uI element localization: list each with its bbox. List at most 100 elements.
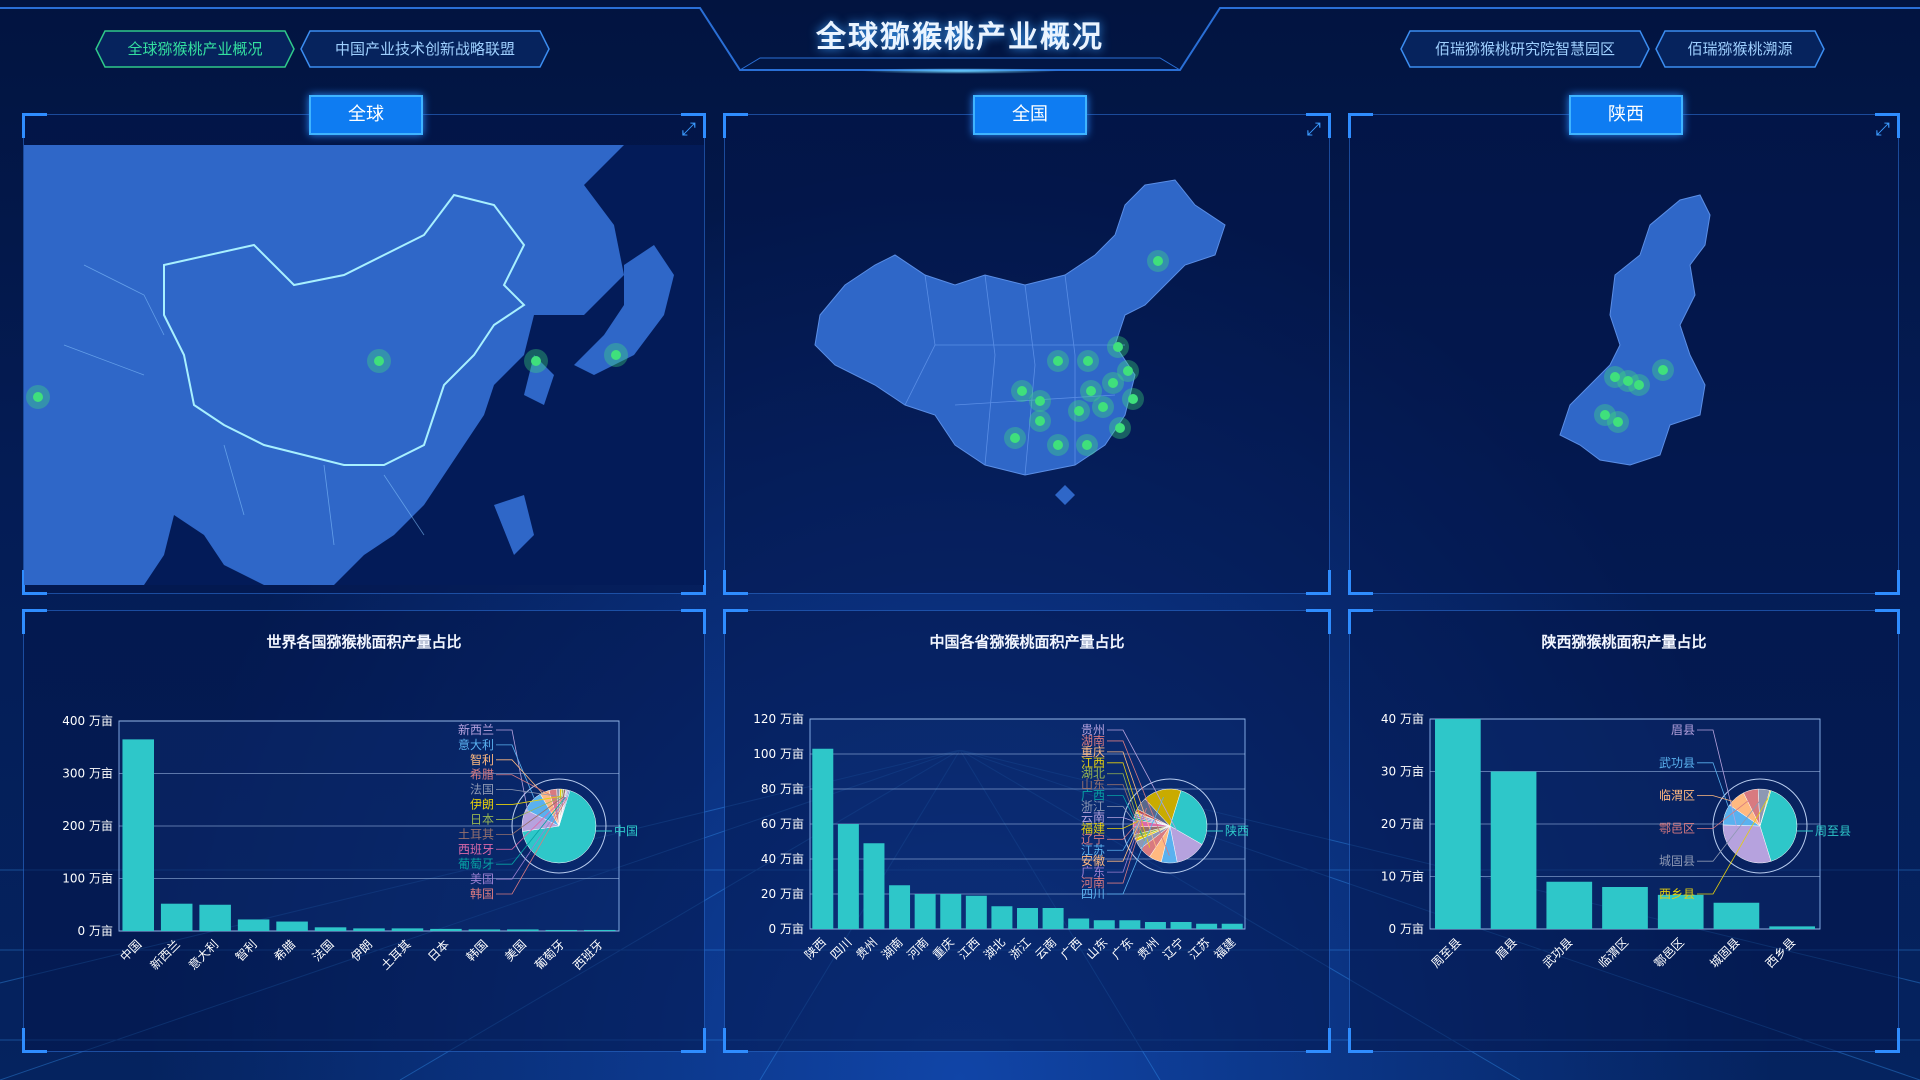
pie-slice[interactable] xyxy=(522,790,597,864)
x-tick-label: 法国 xyxy=(310,937,337,964)
chart-title: 陕西猕猴桃面积产量占比 xyxy=(1541,633,1707,651)
pie-leader-line xyxy=(1697,797,1769,895)
pie-slice[interactable] xyxy=(1759,790,1798,862)
map-label-shaanxi[interactable]: 陕西 xyxy=(1569,95,1683,135)
bar[interactable] xyxy=(1769,926,1815,929)
chart-title: 中国各省猕猴桃面积产量占比 xyxy=(929,633,1125,651)
x-tick-label: 周至县 xyxy=(1429,935,1464,970)
tab-global-overview[interactable]: 全球猕猴桃产业概况 xyxy=(95,30,295,68)
bar[interactable] xyxy=(1042,908,1064,929)
bar[interactable] xyxy=(863,843,885,929)
pie-label: 法国 xyxy=(470,783,494,797)
tab-smart-park[interactable]: 佰瑞猕猴桃研究院智慧园区 xyxy=(1400,30,1650,68)
bar[interactable] xyxy=(812,748,834,929)
pie-leader-line xyxy=(496,774,555,798)
pie-slice[interactable] xyxy=(1722,824,1772,864)
bar[interactable] xyxy=(1490,771,1537,930)
bar[interactable] xyxy=(314,927,347,931)
tab-frame xyxy=(1400,30,1650,68)
bar[interactable] xyxy=(837,824,859,929)
china-map[interactable] xyxy=(725,115,1329,593)
map-label-global[interactable]: 全球 xyxy=(309,95,423,135)
corner xyxy=(1306,570,1331,595)
pie-label: 湖南 xyxy=(1081,733,1105,748)
pie-leader-line xyxy=(1107,784,1143,838)
pie-label: 辽宁 xyxy=(1081,831,1105,846)
corner xyxy=(681,113,706,138)
bar[interactable] xyxy=(889,885,911,929)
pie-slice[interactable] xyxy=(558,789,571,827)
x-tick-label: 湖北 xyxy=(980,935,1008,963)
x-tick-label: 辽宁 xyxy=(1160,935,1188,963)
x-tick-label: 江西 xyxy=(956,935,983,962)
pie-leader-line xyxy=(1107,817,1142,840)
x-tick-label: 四川 xyxy=(828,935,855,962)
bar[interactable] xyxy=(122,739,154,931)
bar[interactable] xyxy=(430,928,462,931)
bar[interactable] xyxy=(276,921,308,931)
bar[interactable] xyxy=(1144,922,1166,929)
shaanxi-map[interactable] xyxy=(1350,115,1898,593)
tab-label: 佰瑞猕猴桃溯源 xyxy=(1687,40,1793,58)
bar[interactable] xyxy=(1602,887,1648,929)
y-tick-label: 0 万亩 xyxy=(78,923,113,938)
bar[interactable] xyxy=(1119,920,1141,929)
bar[interactable] xyxy=(914,894,936,929)
bar[interactable] xyxy=(1221,923,1243,929)
pie-label: 意大利 xyxy=(458,737,494,752)
bar[interactable] xyxy=(507,929,539,931)
expand-icon[interactable]: ⤢ xyxy=(681,119,696,140)
bar[interactable] xyxy=(1657,894,1704,929)
bar[interactable] xyxy=(1068,918,1090,930)
bar[interactable] xyxy=(160,903,193,931)
bar[interactable] xyxy=(1196,923,1218,929)
y-tick-label: 400 万亩 xyxy=(62,713,113,728)
bar[interactable] xyxy=(1170,922,1192,929)
pie-label: 美国 xyxy=(470,872,494,886)
bar[interactable] xyxy=(1713,902,1760,929)
x-tick-label: 河南 xyxy=(904,935,932,963)
bar[interactable] xyxy=(468,929,501,931)
pie-label: 智利 xyxy=(470,752,494,767)
bar[interactable] xyxy=(1546,881,1593,929)
corner xyxy=(1348,1028,1373,1053)
bar[interactable] xyxy=(1017,908,1038,929)
pie-label: 葡萄牙 xyxy=(458,857,494,871)
corner xyxy=(22,570,47,595)
bar[interactable] xyxy=(584,929,616,931)
bar[interactable] xyxy=(391,928,424,931)
bar[interactable] xyxy=(199,904,231,931)
bar[interactable] xyxy=(1435,719,1481,929)
bar[interactable] xyxy=(237,919,270,931)
expand-icon[interactable]: ⤢ xyxy=(1306,119,1321,140)
bar[interactable] xyxy=(940,894,962,929)
bar[interactable] xyxy=(545,929,578,931)
bar[interactable] xyxy=(1093,920,1115,929)
world-map[interactable] xyxy=(24,115,704,593)
expand-icon[interactable]: ⤢ xyxy=(1875,119,1890,140)
x-tick-label: 日本 xyxy=(425,937,452,964)
x-tick-label: 意大利 xyxy=(185,937,221,973)
pie-leader-line xyxy=(496,796,564,835)
pie-slice[interactable] xyxy=(1169,790,1208,845)
tab-frame xyxy=(300,30,550,68)
x-tick-label: 江苏 xyxy=(1186,935,1213,962)
y-tick-label: 30 万亩 xyxy=(1381,764,1424,779)
tab-traceability[interactable]: 佰瑞猕猴桃溯源 xyxy=(1655,30,1825,68)
y-tick-label: 80 万亩 xyxy=(761,781,804,796)
x-tick-label: 山东 xyxy=(1084,935,1111,962)
pie-label: 土耳其 xyxy=(458,827,494,841)
pie-slice[interactable] xyxy=(1144,788,1182,827)
pie-leader-line xyxy=(496,759,548,800)
pie-label: 临渭区 xyxy=(1659,789,1695,803)
bar[interactable] xyxy=(353,928,385,931)
map-label-china[interactable]: 全国 xyxy=(973,95,1087,135)
map-panel-china: 全国 ⤢ xyxy=(723,95,1331,595)
pie-slice[interactable] xyxy=(1759,790,1772,827)
tab-alliance[interactable]: 中国产业技术创新战略联盟 xyxy=(300,30,550,68)
bar[interactable] xyxy=(991,906,1013,929)
bar[interactable] xyxy=(965,895,987,929)
